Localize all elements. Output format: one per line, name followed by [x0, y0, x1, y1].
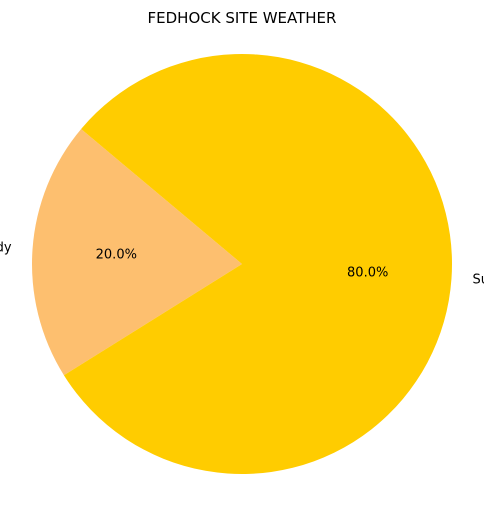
chart-title: FEDHOCK SITE WEATHER — [148, 9, 337, 27]
pie-slices — [31, 53, 452, 474]
pie-slice-partly-cloudy — [31, 129, 243, 376]
pie-labels: Partly cloudy 20.0% Sunny 80.0% — [0, 240, 484, 287]
slice-label-partly-cloudy: Partly cloudy — [0, 240, 12, 255]
slice-pct-label-sunny: 80.0% — [347, 265, 388, 280]
slice-label-sunny: Sunny — [472, 273, 484, 288]
slice-pct-label-partly-cloudy: 20.0% — [96, 248, 137, 263]
pie-slice-sunny — [63, 53, 452, 474]
